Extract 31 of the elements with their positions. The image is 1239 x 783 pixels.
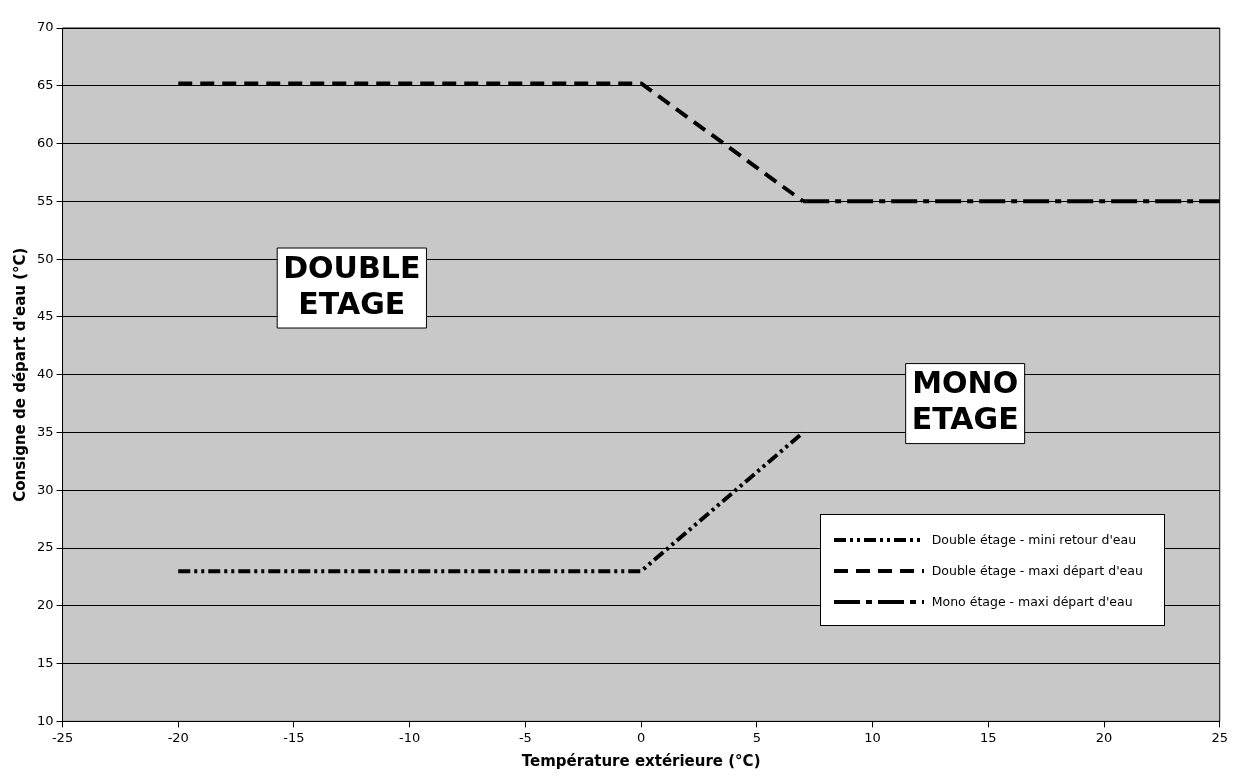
y-tick-label: 10 bbox=[37, 712, 54, 728]
x-tick-label: 10 bbox=[864, 729, 881, 745]
x-tick-label: 5 bbox=[752, 729, 761, 745]
legend-label: Double étage - maxi départ d'eau bbox=[931, 563, 1143, 579]
y-axis-title: Consigne de départ d'eau (°C) bbox=[10, 247, 29, 502]
x-tick-label: -25 bbox=[51, 729, 74, 745]
y-tick-label: 45 bbox=[37, 308, 54, 324]
x-tick-label: 15 bbox=[980, 729, 997, 745]
y-tick-label: 55 bbox=[37, 192, 54, 208]
legend-label: Mono étage - maxi départ d'eau bbox=[931, 594, 1133, 610]
y-tick-label: 60 bbox=[37, 134, 54, 150]
y-tick-label: 35 bbox=[37, 423, 54, 439]
y-tick-label: 65 bbox=[37, 77, 54, 93]
y-tick-label: 25 bbox=[37, 539, 54, 555]
y-tick-label: 30 bbox=[37, 481, 54, 497]
y-tick-label: 15 bbox=[37, 654, 54, 670]
annotation: DOUBLE ETAGE bbox=[283, 249, 421, 321]
x-tick-label: -20 bbox=[167, 729, 189, 745]
x-tick-label: 0 bbox=[636, 729, 646, 745]
y-tick-label: 70 bbox=[37, 19, 54, 35]
x-axis-title: Température extérieure (°C) bbox=[521, 751, 761, 770]
annotation: MONO ETAGE bbox=[911, 365, 1019, 437]
x-tick-label: 20 bbox=[1095, 729, 1113, 745]
y-tick-label: 20 bbox=[37, 597, 54, 613]
x-tick-label: -15 bbox=[283, 729, 305, 745]
y-tick-label: 40 bbox=[37, 366, 54, 382]
y-tick-label: 50 bbox=[37, 250, 54, 266]
legend-label: Double étage - mini retour d'eau bbox=[931, 532, 1137, 548]
x-tick-label: 25 bbox=[1211, 729, 1228, 745]
x-tick-label: -5 bbox=[518, 729, 532, 745]
x-tick-label: -10 bbox=[399, 729, 421, 745]
